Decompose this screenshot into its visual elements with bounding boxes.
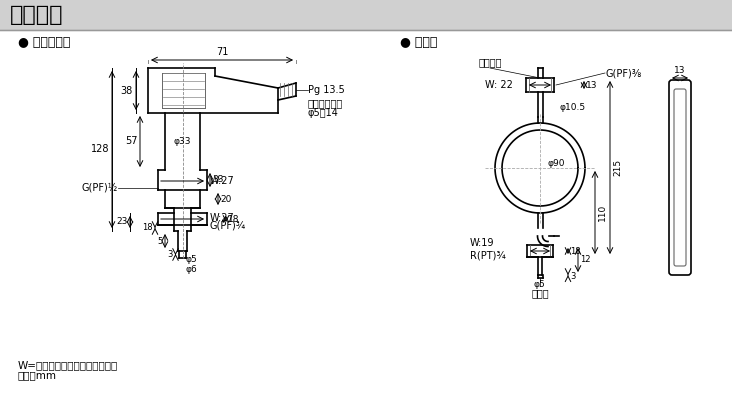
FancyBboxPatch shape — [669, 80, 691, 275]
Text: φ5－14: φ5－14 — [308, 108, 339, 118]
Text: 128: 128 — [91, 145, 109, 154]
Text: 57: 57 — [125, 137, 138, 147]
Text: 33: 33 — [212, 176, 223, 185]
Text: W: 22: W: 22 — [485, 80, 513, 90]
Text: 13: 13 — [586, 81, 597, 90]
Text: W:27: W:27 — [210, 176, 235, 186]
FancyBboxPatch shape — [674, 89, 686, 266]
Text: φ90: φ90 — [548, 159, 566, 168]
Text: 215: 215 — [613, 159, 622, 176]
Text: φ5: φ5 — [186, 255, 198, 264]
Bar — [0, 0, 732, 30]
Text: φ5: φ5 — [533, 280, 545, 289]
Text: ● 虹吸管: ● 虹吸管 — [400, 36, 438, 50]
Text: W:19: W:19 — [470, 238, 495, 248]
Text: φ10.5: φ10.5 — [560, 103, 586, 112]
Text: 外形尺寸: 外形尺寸 — [10, 5, 64, 25]
Text: 23: 23 — [116, 218, 128, 226]
Text: W=对边宽度（即扳手开口尺寸）: W=对边宽度（即扳手开口尺寸） — [18, 360, 119, 370]
Text: φ33: φ33 — [173, 137, 191, 146]
Text: 5: 5 — [158, 237, 163, 245]
Text: 单位：mm: 单位：mm — [18, 370, 57, 380]
Text: 接管道: 接管道 — [531, 288, 549, 298]
Text: R(PT)¾: R(PT)¾ — [470, 251, 506, 261]
Text: 110: 110 — [598, 204, 607, 221]
Text: W:27: W:27 — [210, 213, 235, 223]
Text: G(PF)½: G(PF)½ — [82, 183, 119, 193]
Text: 3: 3 — [570, 272, 575, 281]
Text: 20: 20 — [220, 195, 231, 204]
Text: G(PF)¾: G(PF)¾ — [210, 220, 246, 230]
Text: 12: 12 — [580, 256, 591, 264]
Text: 3: 3 — [167, 250, 173, 259]
Text: 18: 18 — [228, 214, 239, 223]
Text: φ6: φ6 — [186, 265, 198, 274]
Text: 38: 38 — [121, 85, 133, 95]
Text: Pg 13.5: Pg 13.5 — [308, 85, 345, 95]
Text: G(PF)⅜: G(PF)⅜ — [605, 68, 641, 78]
Text: 71: 71 — [216, 47, 228, 57]
Text: 18: 18 — [570, 247, 580, 256]
Text: 18: 18 — [143, 223, 153, 233]
Text: ● 压力传送器: ● 压力传送器 — [18, 36, 70, 50]
Text: 接传感器: 接传感器 — [478, 57, 501, 67]
Text: 13: 13 — [674, 66, 686, 75]
Text: 可用电线直径: 可用电线直径 — [308, 98, 343, 108]
